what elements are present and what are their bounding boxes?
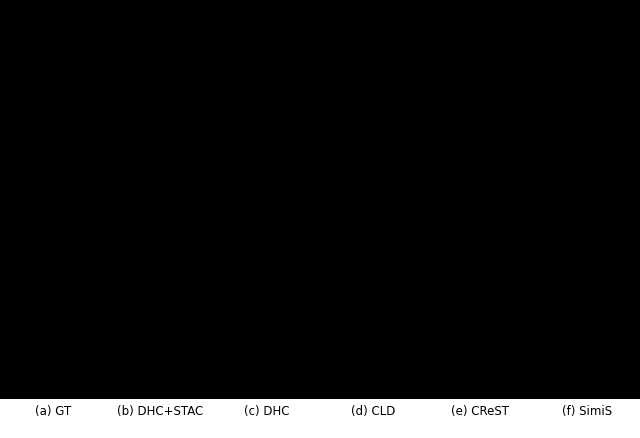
X-axis label: (c) DHC: (c) DHC xyxy=(244,403,289,417)
X-axis label: (b) DHC+STAC: (b) DHC+STAC xyxy=(117,403,203,417)
X-axis label: (d) CLD: (d) CLD xyxy=(351,403,396,417)
X-axis label: (e) CReST: (e) CReST xyxy=(451,403,509,417)
X-axis label: (a) GT: (a) GT xyxy=(35,403,72,417)
X-axis label: (f) SimiS: (f) SimiS xyxy=(562,403,612,417)
